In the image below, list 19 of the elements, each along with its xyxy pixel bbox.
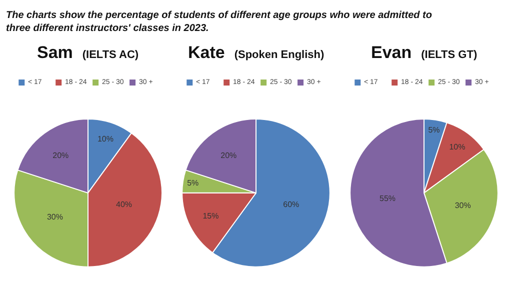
- chart-title: Sam: [37, 43, 73, 62]
- data-label: 10%: [449, 142, 466, 152]
- text: The charts show the percentage of students of different age groups who were admitted to three different instructors' classes in 2023.: [6, 10, 432, 34]
- data-label: 5%: [428, 125, 440, 134]
- chart-title: Evan: [371, 43, 412, 62]
- data-label: 10%: [97, 134, 114, 144]
- data-label: 20%: [220, 150, 237, 160]
- chart-title: Kate: [188, 43, 225, 62]
- data-label: 30%: [46, 212, 63, 222]
- data-label: 30%: [454, 201, 471, 210]
- chart-subtitle: (IELTS GT): [421, 49, 478, 61]
- data-label: 20%: [52, 150, 69, 160]
- chart-subtitle: (Spoken English): [234, 49, 324, 61]
- data-label: 15%: [202, 212, 219, 220]
- data-label: 5%: [187, 178, 199, 188]
- data-label: 40%: [116, 200, 132, 210]
- chart-subtitle: (IELTS AC): [82, 49, 139, 61]
- data-label: 60%: [283, 200, 300, 209]
- data-label: 55%: [379, 194, 396, 204]
